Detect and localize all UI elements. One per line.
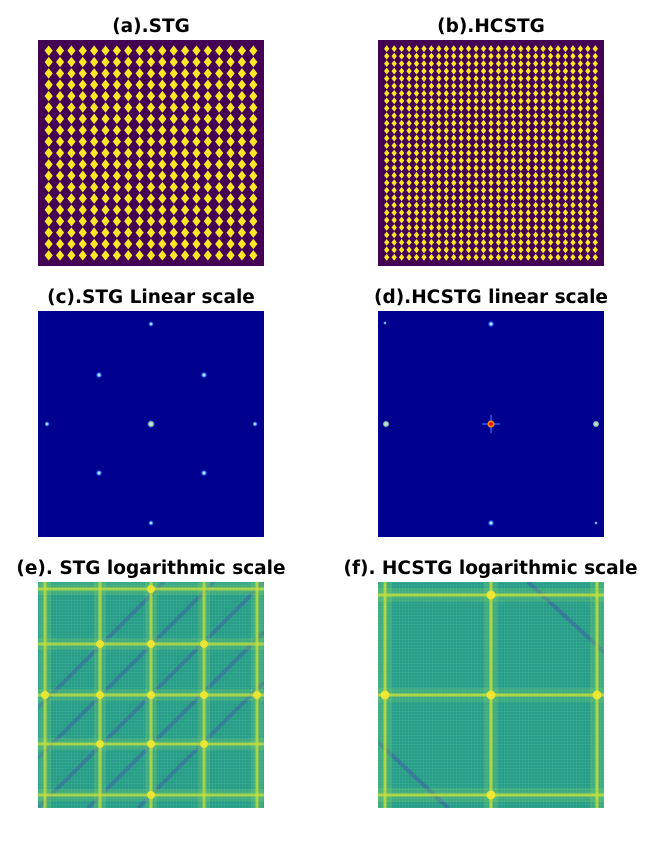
zero-order-ring [148, 421, 154, 427]
panel-a-stg-grating-image [38, 40, 264, 266]
bright-node [486, 590, 496, 600]
bright-node [147, 791, 155, 799]
bright-node [380, 690, 390, 700]
first-order-ring [593, 421, 599, 427]
diffraction-spot [200, 469, 208, 477]
panel-b-title: (b).HCSTG [437, 16, 545, 37]
bright-node [147, 740, 155, 748]
panel-f-title: (f). HCSTG logarithmic scale [343, 558, 638, 579]
first-order-ring [383, 421, 389, 427]
bright-node [200, 740, 208, 748]
diagonal-streak [38, 582, 216, 760]
diffraction-spot [148, 321, 154, 327]
bright-node [96, 691, 104, 699]
bright-node [592, 690, 602, 700]
bright-node [96, 740, 104, 748]
diffraction-spot [594, 521, 598, 525]
diffraction-spot [95, 371, 103, 379]
first-order-spot [382, 420, 390, 428]
panel-c-stg-linear-spectrum [38, 311, 264, 537]
bright-node [41, 691, 49, 699]
first-order-spot [592, 420, 600, 428]
bright-node [200, 691, 208, 699]
zero-order-spot [146, 419, 156, 429]
diagonal-streak [86, 630, 264, 808]
diffraction-spot [200, 371, 208, 379]
diagonal-streak [378, 740, 450, 808]
panel-e-stg-log-spectrum [38, 582, 264, 808]
panel-f-hcstg-log-spectrum [378, 582, 604, 808]
diffraction-spot [148, 520, 154, 526]
bright-node [200, 640, 208, 648]
bright-node [147, 585, 155, 593]
panel-b-hcstg-grating-image [378, 40, 604, 266]
grating-apertures [44, 45, 258, 261]
zero-order-core [489, 422, 493, 426]
bright-node [253, 691, 261, 699]
grating-apertures [384, 45, 598, 261]
bright-node [96, 640, 104, 648]
panel-d-title: (d).HCSTG linear scale [374, 287, 608, 308]
diffraction-spot [44, 421, 50, 427]
diffraction-spot [487, 320, 495, 328]
panel-c-title: (c).STG Linear scale [47, 287, 255, 308]
bright-node [147, 640, 155, 648]
diffraction-spot [252, 421, 258, 427]
bright-node [486, 690, 496, 700]
panel-e-title: (e). STG logarithmic scale [16, 558, 286, 579]
diffraction-spot [383, 321, 387, 325]
panel-a-title: (a).STG [112, 16, 190, 37]
bright-node [486, 790, 496, 800]
bright-node [147, 691, 155, 699]
panel-d-hcstg-linear-spectrum [378, 311, 604, 537]
diffraction-spot [95, 469, 103, 477]
diffraction-spot [487, 519, 495, 527]
